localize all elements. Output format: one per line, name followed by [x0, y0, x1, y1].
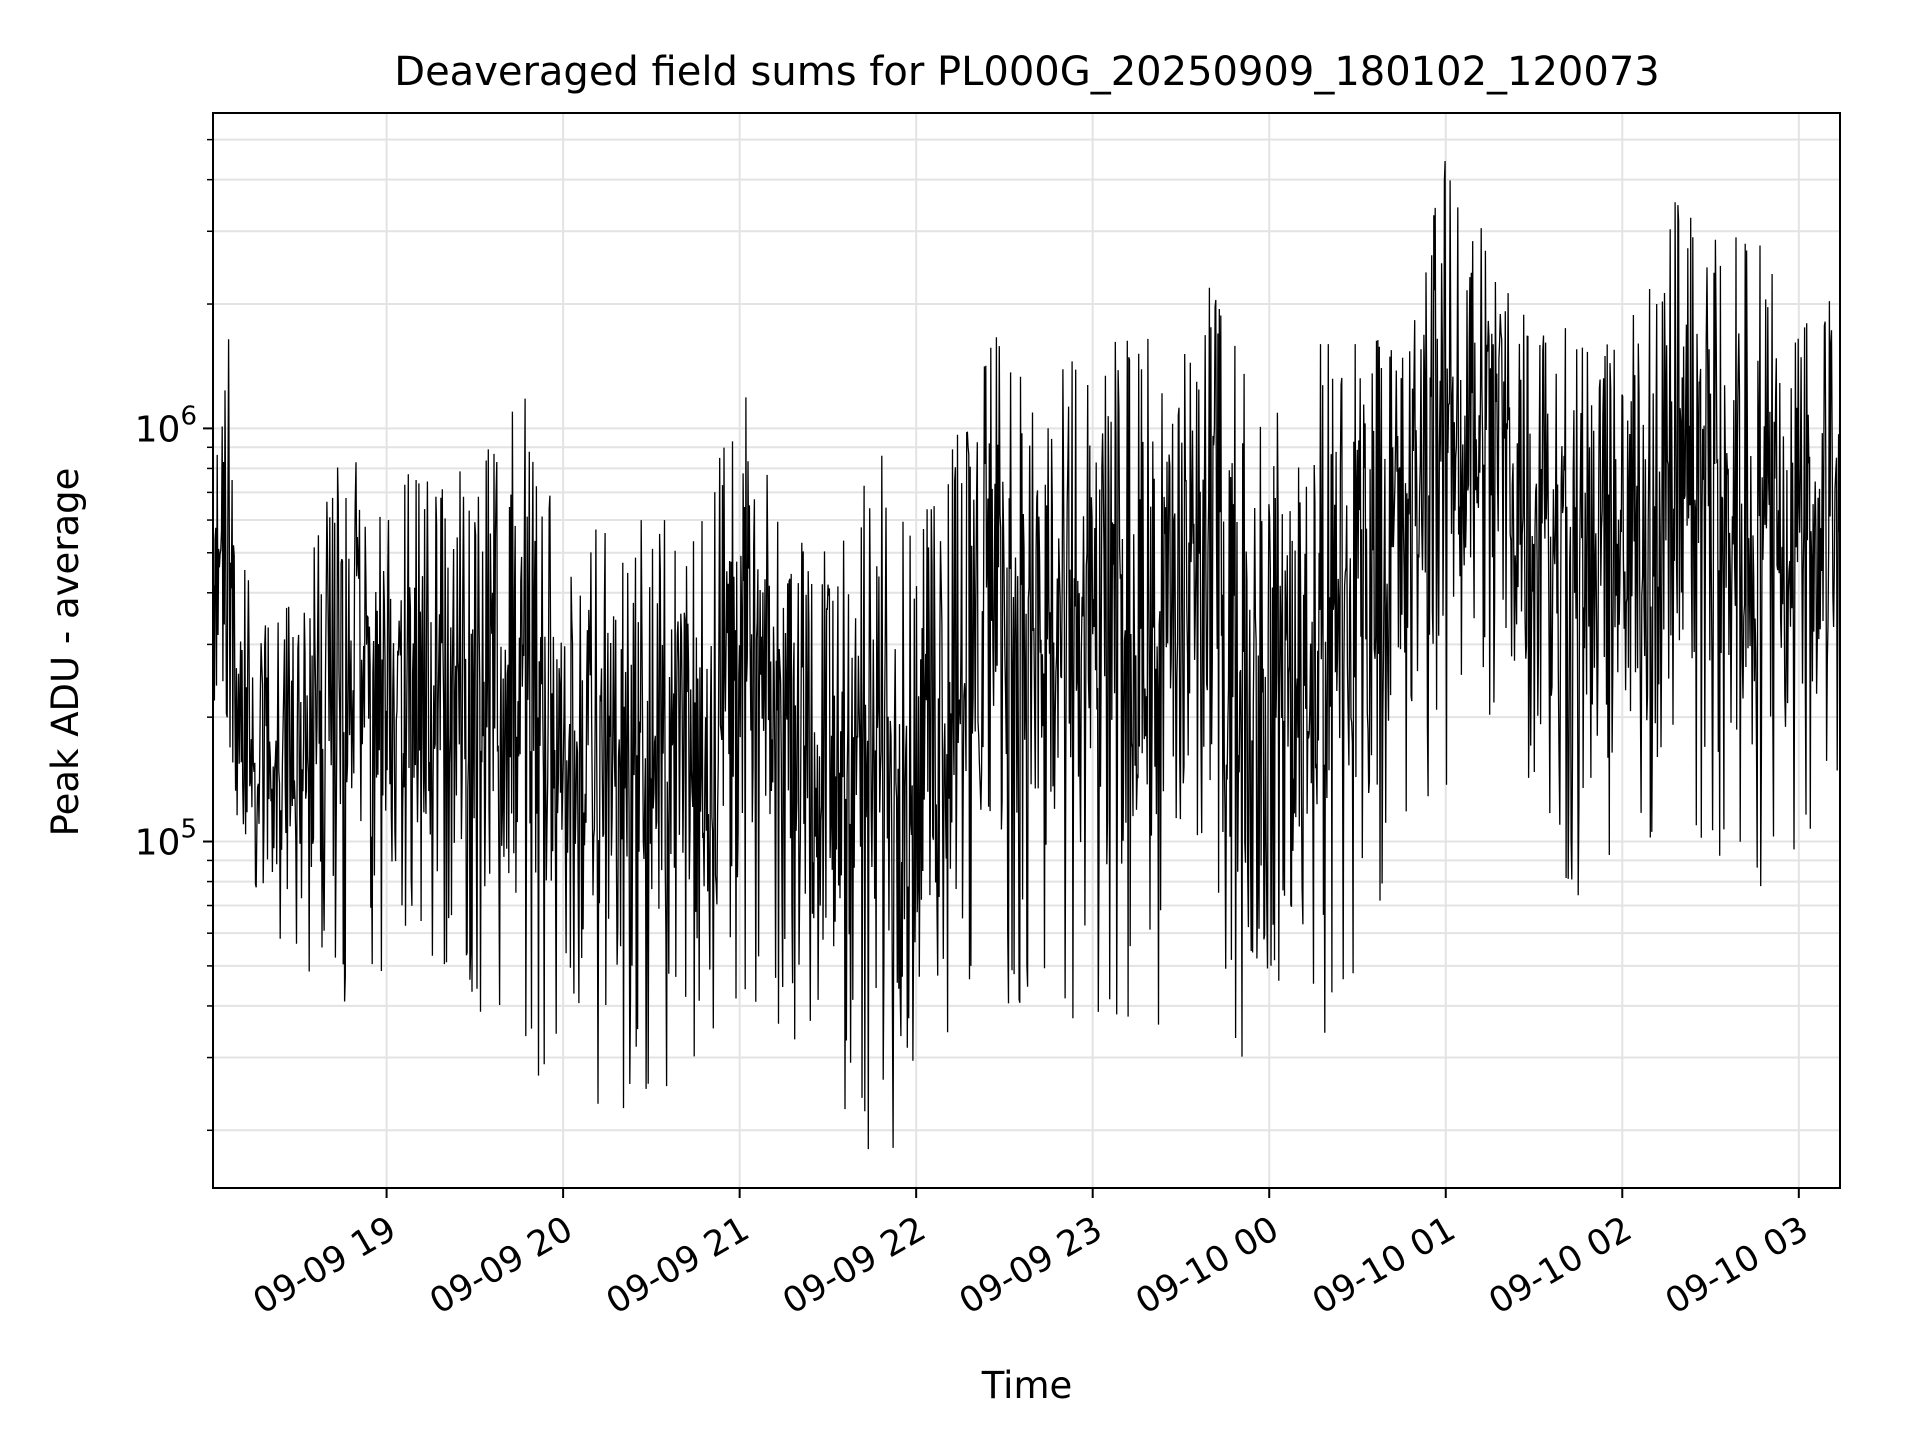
chart-title: Deaveraged field sums for PL000G_2025090… — [394, 49, 1659, 95]
y-tick-label: 105 — [135, 815, 197, 864]
series-line — [212, 160, 1841, 1150]
x-axis-label: Time — [981, 1364, 1073, 1407]
y-axis-label: Peak ADU - average — [44, 468, 87, 837]
series-polyline — [212, 160, 1841, 1150]
plot-frame — [212, 112, 1841, 1189]
y-tick-label: 106 — [135, 401, 197, 450]
